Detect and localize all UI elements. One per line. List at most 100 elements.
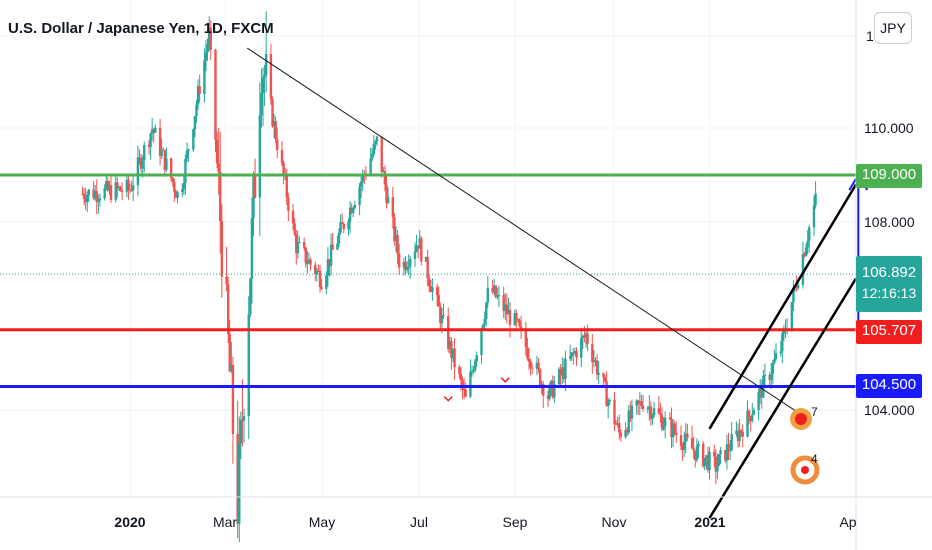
candle-body-84 bbox=[264, 54, 268, 76]
candle-body-85 bbox=[269, 54, 273, 100]
candle-body-276 bbox=[692, 448, 695, 451]
descending-trendline bbox=[246, 47, 802, 416]
candle-body-289 bbox=[719, 450, 722, 455]
alert-event-icon bbox=[790, 455, 820, 485]
candle-body-229 bbox=[586, 333, 589, 344]
candle-body-147 bbox=[405, 267, 409, 270]
y-tick-top: 1 bbox=[866, 28, 874, 44]
candle-body-260 bbox=[657, 408, 661, 414]
candle-body-263 bbox=[662, 426, 665, 430]
candle-body-71 bbox=[238, 443, 241, 525]
candle-body-212 bbox=[549, 380, 553, 386]
candle-body-153 bbox=[418, 238, 421, 249]
candle-body-161 bbox=[437, 295, 440, 307]
candle-body-21 bbox=[127, 179, 130, 190]
candle-body-248 bbox=[629, 410, 632, 419]
candle-body-137 bbox=[383, 171, 387, 185]
candle-body-207 bbox=[538, 369, 542, 387]
candle-body-5 bbox=[92, 189, 95, 199]
candle-body-12 bbox=[106, 181, 110, 191]
candle-body-61 bbox=[215, 139, 219, 164]
candle-body-296 bbox=[736, 430, 740, 441]
candle-body-60 bbox=[214, 49, 217, 140]
candle-body-306 bbox=[758, 385, 762, 393]
candle-body-201 bbox=[526, 347, 529, 359]
candle-body-101 bbox=[304, 247, 307, 264]
candle-body-218 bbox=[562, 367, 566, 379]
candle-body-98 bbox=[296, 242, 300, 254]
candle-body-102 bbox=[306, 263, 309, 265]
candle-body-192 bbox=[505, 304, 509, 315]
candle-body-246 bbox=[625, 429, 629, 433]
candle-body-239 bbox=[608, 399, 611, 402]
channel-upper-line bbox=[708, 183, 858, 430]
candle-body-34 bbox=[154, 127, 157, 133]
candle-body-113 bbox=[329, 244, 333, 266]
candle-body-9 bbox=[98, 198, 102, 201]
candle-body-83 bbox=[263, 75, 266, 78]
candle-body-274 bbox=[686, 433, 689, 438]
candle-body-169 bbox=[453, 348, 456, 368]
candle-body-28 bbox=[141, 160, 144, 169]
candle-body-126 bbox=[359, 181, 363, 187]
candle-body-70 bbox=[236, 434, 239, 525]
candle-body-13 bbox=[108, 185, 111, 191]
x-tick-sep: Sep bbox=[502, 514, 528, 530]
x-tick-nov: Nov bbox=[601, 514, 627, 530]
candle-body-247 bbox=[627, 410, 630, 433]
candle-body-58 bbox=[207, 27, 211, 45]
candle-body-185 bbox=[491, 288, 494, 293]
candle-body-86 bbox=[271, 99, 274, 127]
candle-body-172 bbox=[461, 380, 464, 389]
candle-body-115 bbox=[336, 243, 339, 250]
candle-body-114 bbox=[331, 244, 334, 250]
candle-body-103 bbox=[307, 259, 311, 264]
candle-body-154 bbox=[420, 238, 423, 262]
candle-body-148 bbox=[407, 266, 410, 268]
y-tick-104: 104.000 bbox=[864, 402, 915, 418]
current-price-text: 106.892 bbox=[861, 264, 917, 281]
candle-body-293 bbox=[728, 450, 732, 452]
candle-body-3 bbox=[86, 195, 89, 203]
resistance-price-text: 109.000 bbox=[861, 166, 917, 183]
candle-series bbox=[81, 11, 817, 542]
candle-body-38 bbox=[163, 150, 167, 171]
candle-body-37 bbox=[162, 149, 165, 151]
candle-body-329 bbox=[808, 227, 811, 241]
candle-body-64 bbox=[220, 220, 224, 277]
candle-body-216 bbox=[559, 369, 562, 376]
y-tick-110: 110.000 bbox=[864, 120, 914, 136]
candle-body-189 bbox=[497, 294, 501, 296]
candle-body-170 bbox=[458, 367, 461, 374]
candle-body-100 bbox=[302, 241, 306, 248]
candle-body-26 bbox=[138, 157, 141, 159]
candle-body-121 bbox=[348, 207, 352, 222]
candle-body-237 bbox=[605, 381, 608, 407]
currency-button[interactable]: JPY bbox=[874, 12, 912, 44]
candle-body-7 bbox=[95, 191, 98, 202]
candle-body-46 bbox=[182, 182, 186, 190]
candle-body-219 bbox=[564, 358, 567, 379]
candle-body-230 bbox=[591, 343, 594, 363]
candle-body-125 bbox=[358, 186, 361, 205]
candle-body-95 bbox=[291, 210, 295, 224]
x-tick-mar: Mar bbox=[212, 514, 238, 530]
candle-body-118 bbox=[340, 222, 344, 224]
candle-body-35 bbox=[158, 127, 162, 157]
support-mid-price-text: 105.707 bbox=[861, 322, 917, 339]
candle-body-243 bbox=[618, 423, 621, 433]
candle-body-309 bbox=[763, 374, 767, 376]
candle-body-251 bbox=[637, 400, 640, 404]
y-tick-108: 108.000 bbox=[864, 214, 915, 230]
candle-body-106 bbox=[315, 270, 319, 275]
candle-body-304 bbox=[752, 410, 756, 415]
candle-body-303 bbox=[751, 414, 754, 422]
candle-body-96 bbox=[293, 223, 296, 235]
candle-body-29 bbox=[143, 144, 146, 161]
alert-event-count: 4 bbox=[811, 452, 818, 466]
candle-body-176 bbox=[470, 371, 474, 373]
candle-body-157 bbox=[428, 278, 431, 287]
candle-body-220 bbox=[568, 356, 572, 359]
candle-body-331 bbox=[814, 193, 817, 206]
